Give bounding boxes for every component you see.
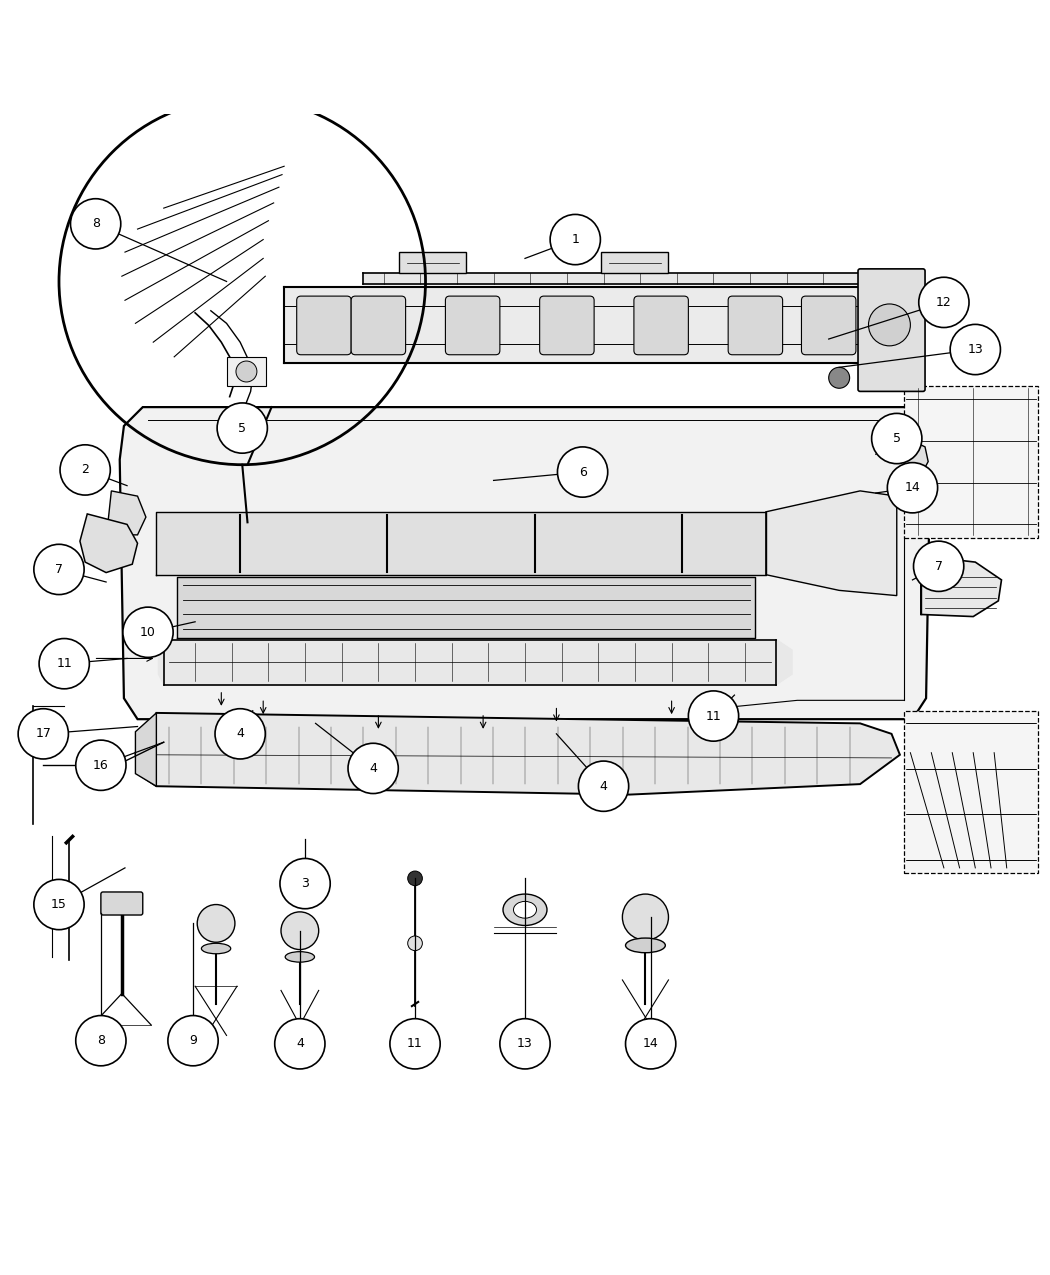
Text: 6: 6 bbox=[579, 465, 587, 478]
Circle shape bbox=[914, 541, 964, 592]
Circle shape bbox=[919, 277, 969, 328]
Text: 4: 4 bbox=[296, 1038, 303, 1051]
Circle shape bbox=[872, 413, 922, 464]
Text: 4: 4 bbox=[600, 780, 608, 793]
Circle shape bbox=[348, 743, 398, 793]
Circle shape bbox=[891, 484, 908, 501]
Circle shape bbox=[579, 761, 629, 811]
Ellipse shape bbox=[202, 944, 231, 954]
FancyBboxPatch shape bbox=[445, 296, 500, 354]
Text: 11: 11 bbox=[407, 1038, 423, 1051]
FancyBboxPatch shape bbox=[858, 269, 925, 391]
Circle shape bbox=[407, 936, 422, 951]
Text: 13: 13 bbox=[517, 1038, 532, 1051]
Circle shape bbox=[550, 214, 601, 265]
Circle shape bbox=[828, 367, 849, 389]
Text: 7: 7 bbox=[934, 560, 943, 572]
Circle shape bbox=[500, 1019, 550, 1068]
Circle shape bbox=[275, 1019, 326, 1068]
Text: 13: 13 bbox=[967, 343, 983, 356]
Circle shape bbox=[887, 463, 938, 513]
Polygon shape bbox=[135, 713, 900, 794]
Text: 14: 14 bbox=[643, 1038, 658, 1051]
Circle shape bbox=[689, 691, 738, 741]
FancyBboxPatch shape bbox=[101, 892, 143, 915]
FancyBboxPatch shape bbox=[351, 296, 405, 354]
Text: 15: 15 bbox=[51, 898, 67, 912]
Text: 8: 8 bbox=[97, 1034, 105, 1047]
Circle shape bbox=[868, 303, 910, 346]
Polygon shape bbox=[80, 514, 138, 572]
Circle shape bbox=[60, 445, 110, 495]
Text: 1: 1 bbox=[571, 233, 580, 246]
Circle shape bbox=[123, 607, 173, 658]
FancyBboxPatch shape bbox=[634, 296, 689, 354]
Text: 9: 9 bbox=[189, 1034, 197, 1047]
Ellipse shape bbox=[626, 938, 666, 952]
Text: 5: 5 bbox=[238, 422, 247, 435]
Circle shape bbox=[390, 1019, 440, 1068]
Circle shape bbox=[558, 448, 608, 497]
Text: 3: 3 bbox=[301, 877, 309, 890]
FancyBboxPatch shape bbox=[801, 296, 856, 354]
Polygon shape bbox=[921, 556, 1002, 617]
Text: 7: 7 bbox=[55, 564, 63, 576]
Circle shape bbox=[39, 639, 89, 688]
Text: 4: 4 bbox=[370, 762, 377, 775]
Polygon shape bbox=[135, 713, 156, 787]
Circle shape bbox=[76, 1016, 126, 1066]
Polygon shape bbox=[159, 640, 792, 685]
FancyBboxPatch shape bbox=[297, 296, 351, 354]
Circle shape bbox=[950, 324, 1001, 375]
Circle shape bbox=[407, 871, 422, 886]
Polygon shape bbox=[765, 491, 897, 595]
Ellipse shape bbox=[286, 951, 315, 963]
Circle shape bbox=[626, 1019, 676, 1068]
Circle shape bbox=[76, 740, 126, 790]
Circle shape bbox=[623, 894, 669, 940]
FancyBboxPatch shape bbox=[904, 386, 1038, 538]
Polygon shape bbox=[902, 441, 928, 476]
Text: 11: 11 bbox=[57, 657, 72, 671]
Text: 11: 11 bbox=[706, 710, 721, 723]
Text: 14: 14 bbox=[905, 481, 921, 495]
Polygon shape bbox=[108, 491, 146, 536]
Circle shape bbox=[280, 858, 330, 909]
Circle shape bbox=[70, 199, 121, 249]
Polygon shape bbox=[156, 511, 765, 575]
Text: 2: 2 bbox=[81, 463, 89, 477]
Circle shape bbox=[34, 880, 84, 929]
Text: 16: 16 bbox=[93, 759, 109, 771]
Polygon shape bbox=[177, 576, 755, 638]
FancyBboxPatch shape bbox=[602, 252, 669, 273]
Polygon shape bbox=[285, 287, 902, 363]
Circle shape bbox=[197, 904, 235, 942]
FancyBboxPatch shape bbox=[540, 296, 594, 354]
FancyBboxPatch shape bbox=[904, 710, 1038, 873]
Circle shape bbox=[18, 709, 68, 759]
Ellipse shape bbox=[513, 901, 537, 918]
Circle shape bbox=[236, 361, 257, 382]
Text: 12: 12 bbox=[936, 296, 951, 309]
Circle shape bbox=[34, 544, 84, 594]
Text: 5: 5 bbox=[892, 432, 901, 445]
Circle shape bbox=[281, 912, 319, 950]
FancyBboxPatch shape bbox=[728, 296, 782, 354]
FancyBboxPatch shape bbox=[227, 357, 267, 386]
FancyBboxPatch shape bbox=[399, 252, 466, 273]
Text: 10: 10 bbox=[140, 626, 156, 639]
Circle shape bbox=[217, 403, 268, 453]
Circle shape bbox=[215, 709, 266, 759]
Text: 17: 17 bbox=[36, 727, 51, 741]
Text: 8: 8 bbox=[91, 217, 100, 231]
Polygon shape bbox=[120, 407, 930, 719]
Circle shape bbox=[168, 1016, 218, 1066]
Text: 4: 4 bbox=[236, 727, 244, 741]
Ellipse shape bbox=[503, 894, 547, 926]
